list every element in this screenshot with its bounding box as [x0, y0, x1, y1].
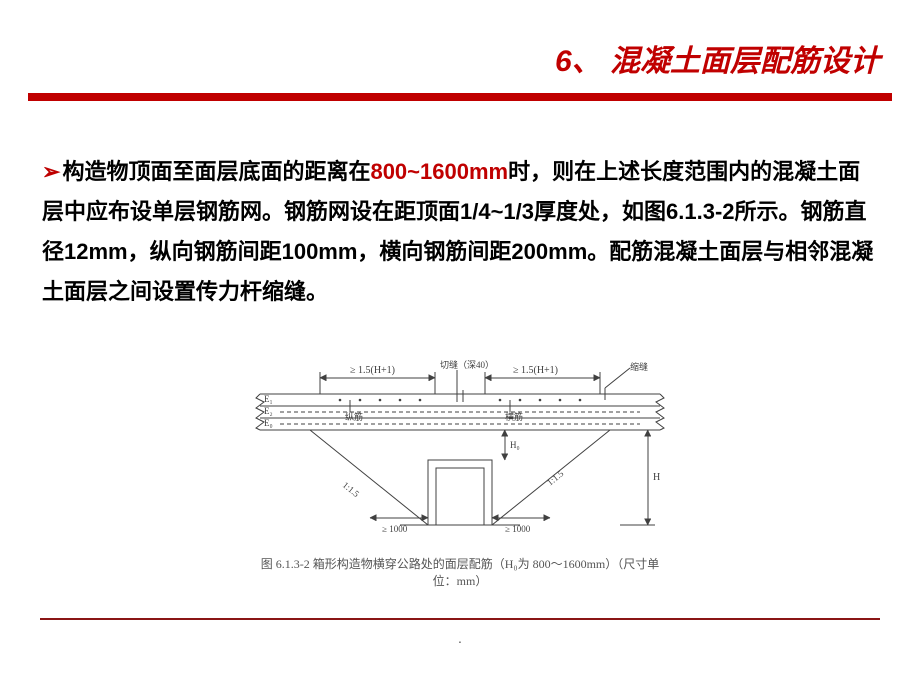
- dim-bottom-left: ≥ 1000: [382, 524, 408, 534]
- dim-left-top: ≥ 1.5(H+1): [350, 365, 395, 376]
- label-h0: H₀: [510, 440, 520, 450]
- label-shrink: 缩缝: [630, 361, 648, 372]
- para-pre: 构造物顶面至面层底面的距离在: [62, 159, 370, 184]
- label-rebar-right: 横筋: [505, 411, 523, 422]
- dim-right-top: ≥ 1.5(H+1): [513, 365, 558, 376]
- label-e1: E₁: [264, 394, 273, 404]
- slide-title: 6、 混凝土面层配筋设计: [555, 36, 880, 80]
- label-H: H: [653, 472, 660, 483]
- bullet-icon: ➢: [42, 159, 60, 184]
- label-cut: 切缝（深40）: [440, 360, 494, 370]
- title-number: 6、: [555, 45, 602, 78]
- label-rebar-left: 纵筋: [345, 411, 363, 422]
- slope-left: 1:1.5: [341, 480, 362, 500]
- body-paragraph: ➢构造物顶面至面层底面的距离在800~1600mm时，则在上述长度范围内的混凝土…: [42, 152, 882, 312]
- label-e2: E₂: [264, 406, 273, 416]
- dim-bottom-right: ≥ 1000: [505, 524, 531, 534]
- footer-marker: .: [458, 630, 462, 646]
- header-divider: [28, 93, 892, 101]
- footer-divider: [40, 618, 880, 620]
- cross-section-diagram: ≥ 1.5(H+1) ≥ 1.5(H+1) 切缝（深40） 缩缝 纵筋 横筋 E…: [250, 360, 670, 540]
- label-e0: E₀: [264, 418, 273, 428]
- diagram-caption: 图 6.1.3-2 箱形构造物横穿公路处的面层配筋（H₀为 800～1600mm…: [250, 555, 670, 589]
- para-highlight: 800~1600mm: [370, 159, 508, 184]
- diagram-container: ≥ 1.5(H+1) ≥ 1.5(H+1) 切缝（深40） 缩缝 纵筋 横筋 E…: [250, 360, 670, 589]
- title-text: 混凝土面层配筋设计: [610, 45, 880, 78]
- slope-right: 1:1.5: [545, 468, 566, 488]
